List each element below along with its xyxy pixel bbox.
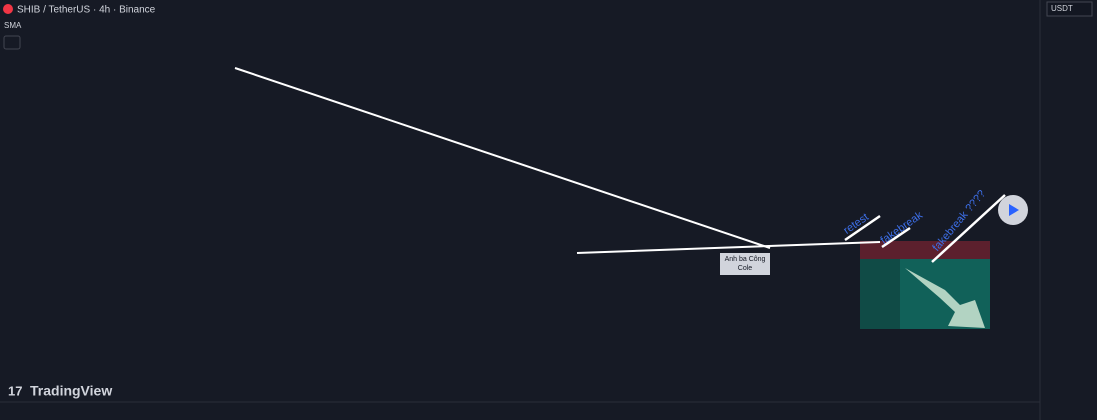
indicator: SMA [4,21,22,30]
symbol-icon [3,4,13,14]
arrow [881,226,911,249]
trend-line [234,67,771,249]
arrow [931,194,1006,263]
currency: USDT [1051,4,1073,13]
note-box [720,253,770,275]
brand-logo: 17 [8,383,22,398]
arrow [844,214,881,242]
collapse-button[interactable] [3,35,21,50]
support-line [576,241,881,254]
note-text: Anh ba Công Cole [725,256,766,272]
loss-zone [860,241,990,259]
scroll-icon [1009,204,1019,216]
symbol: SHIB / TetherUS · 4h · Binance [17,5,156,16]
target-arrow [905,268,985,328]
currency-box[interactable] [1046,1,1093,17]
brand: TradingView [30,383,112,399]
